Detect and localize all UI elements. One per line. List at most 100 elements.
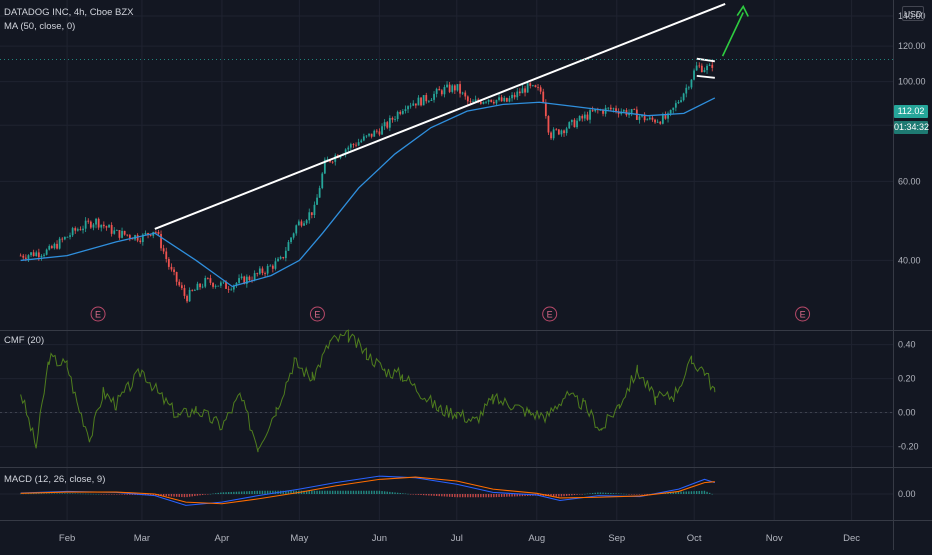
flag-bottom-line[interactable]: [696, 75, 715, 79]
ma-legend[interactable]: MA (50, close, 0): [4, 21, 76, 32]
candle-body: [362, 136, 365, 141]
macd-histogram-bar: [441, 494, 443, 497]
macd-histogram-bar: [498, 494, 500, 498]
macd-histogram-bar: [121, 494, 123, 495]
candle-body: [539, 87, 542, 92]
candle-body: [274, 261, 277, 269]
flag-top-line[interactable]: [696, 57, 715, 63]
macd-line[interactable]: [20, 475, 716, 506]
cmf-line[interactable]: [20, 329, 716, 453]
macd-histogram-bar: [524, 494, 526, 497]
candle-body: [409, 105, 412, 107]
candle-body: [232, 285, 235, 290]
macd-histogram-bar: [160, 494, 162, 496]
macd-histogram-bar: [446, 494, 448, 497]
macd-signal-line[interactable]: [20, 476, 715, 505]
macd-histogram-bar: [407, 493, 409, 495]
macd-histogram-bar: [170, 494, 173, 497]
macd-histogram-bar: [438, 494, 440, 497]
candle-body: [448, 84, 451, 92]
macd-histogram-bar: [321, 490, 323, 494]
earnings-marker[interactable]: [309, 306, 325, 322]
macd-histogram-bar: [363, 490, 365, 494]
candle-body: [550, 132, 552, 139]
candle-body: [698, 65, 701, 67]
macd-histogram-bar: [636, 494, 638, 495]
macd-histogram-bar: [152, 494, 154, 496]
macd-histogram-bar: [22, 493, 24, 495]
candle-body: [656, 121, 659, 123]
candle-body: [451, 85, 454, 92]
candle-body: [313, 204, 316, 216]
macd-histogram-bar: [578, 494, 581, 495]
candle-body: [630, 109, 633, 113]
macd-histogram-bar: [64, 493, 66, 494]
candle-body: [425, 95, 428, 102]
macd-histogram-bar: [168, 494, 170, 497]
candle-body: [594, 109, 597, 112]
macd-histogram-bar: [558, 494, 560, 497]
candle-body: [560, 130, 563, 135]
macd-histogram-bar: [87, 493, 89, 495]
macd-histogram-bar: [196, 494, 199, 496]
candle-body: [186, 295, 188, 302]
candle-body: [188, 289, 191, 302]
candle-body: [165, 251, 168, 260]
earnings-marker[interactable]: [90, 306, 106, 322]
candle-body: [542, 91, 545, 103]
macd-histogram-bar: [352, 490, 355, 494]
candle-body: [50, 246, 53, 249]
macd-histogram-bar: [287, 490, 290, 494]
macd-histogram-bar: [508, 494, 511, 497]
candle-body: [399, 111, 402, 114]
macd-histogram-bar: [71, 493, 74, 494]
candle-body: [95, 218, 97, 225]
cmf-pane[interactable]: [0, 329, 893, 453]
candle-body: [256, 273, 259, 274]
candle-body: [695, 65, 698, 71]
macd-histogram-bar: [472, 494, 474, 498]
cmf-legend[interactable]: CMF (20): [4, 335, 45, 346]
symbol-title[interactable]: DATADOG INC, 4h, Cboe BZX: [4, 7, 134, 18]
candle-body: [646, 119, 649, 121]
macd-histogram-bar: [173, 494, 175, 497]
ma-line[interactable]: [20, 97, 716, 288]
macd-histogram-bar: [617, 493, 620, 494]
time-axis[interactable]: Feb Mar Apr May Jun Jul Aug Sep Oct Nov Dec: [59, 533, 860, 544]
macd-histogram-bar: [422, 494, 425, 496]
projection-arrow[interactable]: [721, 12, 744, 57]
macd-histogram-bar: [430, 494, 433, 496]
macd-histogram-bar: [420, 494, 422, 496]
macd-legend[interactable]: MACD (12, 26, close, 9): [4, 474, 106, 485]
macd-histogram-bar: [521, 494, 524, 497]
candle-body: [433, 93, 435, 100]
macd-pane[interactable]: [19, 475, 716, 506]
macd-histogram-bar: [40, 493, 43, 495]
earnings-marker[interactable]: [795, 306, 811, 322]
candle-body: [279, 257, 282, 259]
macd-histogram-bar: [316, 490, 318, 494]
candle-body: [677, 101, 680, 104]
macd-histogram-bar: [188, 494, 191, 497]
earnings-marker[interactable]: [542, 306, 558, 322]
macd-histogram-bar: [290, 490, 292, 494]
macd-histogram-bar: [217, 492, 219, 494]
candle-body: [687, 87, 690, 89]
candle-body: [396, 111, 399, 120]
macd-histogram-bar: [547, 494, 550, 497]
macd-histogram-bar: [77, 493, 79, 495]
candle-body: [118, 230, 121, 238]
currency-button[interactable]: USD: [902, 6, 924, 21]
macd-histogram-bar: [396, 492, 399, 494]
price-scale[interactable]: 40.0060.0080.00100.00120.00140.00-0.200.…: [898, 11, 926, 499]
candle-body: [238, 278, 240, 283]
macd-histogram-bar: [131, 494, 134, 495]
candle-body: [503, 97, 506, 102]
candle-body: [602, 109, 604, 114]
candle-body: [71, 228, 74, 236]
trendline[interactable]: [154, 2, 726, 230]
